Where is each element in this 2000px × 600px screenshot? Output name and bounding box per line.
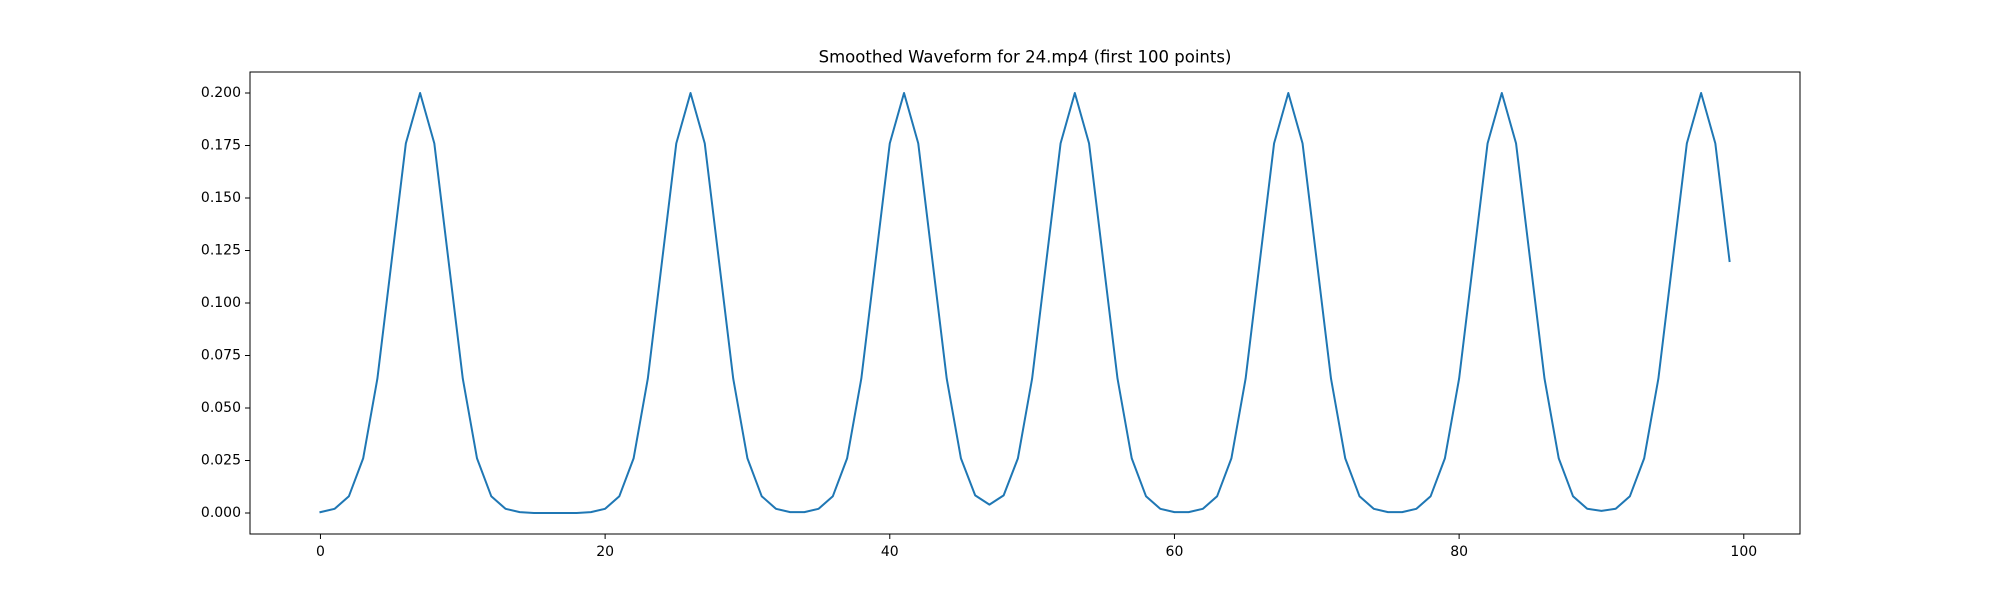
chart-title: Smoothed Waveform for 24.mp4 (first 100 …	[819, 48, 1232, 67]
y-tick-label: 0.100	[201, 295, 241, 311]
x-tick-label: 60	[1166, 544, 1184, 560]
y-tick-label: 0.050	[201, 400, 241, 416]
plot-frame	[249, 71, 1801, 535]
y-tick-label: 0.025	[201, 453, 241, 469]
y-tick-label: 0.200	[201, 85, 241, 101]
y-tick-label: 0.000	[201, 505, 241, 521]
y-tick-label: 0.125	[201, 243, 241, 259]
x-tick-label: 0	[316, 544, 325, 560]
y-tick-label: 0.175	[201, 138, 241, 154]
y-tick-label: 0.075	[201, 348, 241, 364]
x-tick-label: 100	[1730, 544, 1757, 560]
y-tick-label: 0.150	[201, 190, 241, 206]
x-tick-label: 80	[1450, 544, 1468, 560]
x-tick-label: 40	[881, 544, 899, 560]
line	[319, 92, 1731, 514]
x-tick-label: 20	[596, 544, 614, 560]
